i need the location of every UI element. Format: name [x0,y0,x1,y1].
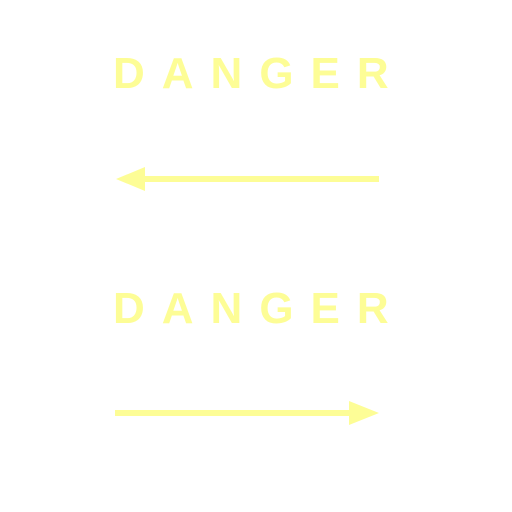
danger-label-top: DANGER [113,49,406,98]
left-arrow-icon [116,167,379,191]
right-arrow-icon [115,401,379,425]
danger-label-bottom: DANGER [113,284,406,333]
